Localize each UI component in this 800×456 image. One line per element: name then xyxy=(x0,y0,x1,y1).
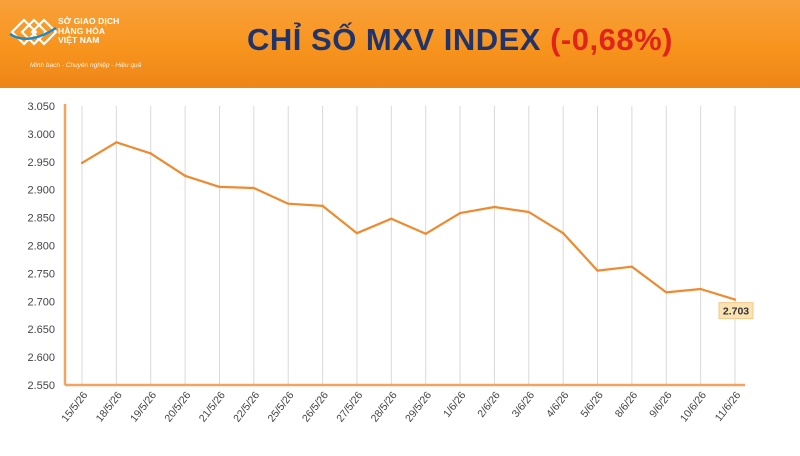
x-tick-label: 4/6/26 xyxy=(544,389,572,420)
data-point xyxy=(115,141,118,144)
x-tick-label: 26/5/26 xyxy=(300,389,331,424)
y-tick-label: 3.050 xyxy=(27,101,55,113)
y-tick-label: 2.950 xyxy=(27,157,55,169)
data-point xyxy=(355,232,359,235)
title-main: CHỈ SỐ MXV INDEX xyxy=(247,22,541,57)
y-tick-label: 2.650 xyxy=(27,324,55,336)
x-tick-label: 22/5/26 xyxy=(231,389,262,424)
y-tick-label: 2.600 xyxy=(27,352,55,364)
chart-series xyxy=(80,141,737,301)
chart-container: 2.550 2.600 2.650 2.700 2.750 2.800 2.850 2.900… xyxy=(0,88,800,451)
data-point xyxy=(493,205,496,209)
data-point xyxy=(218,185,221,189)
data-point xyxy=(699,287,702,291)
x-tick-label: 8/6/26 xyxy=(613,389,641,420)
x-tick-label: 29/5/26 xyxy=(403,389,434,424)
logo-line-3: VIỆT NAM xyxy=(58,35,100,45)
data-point xyxy=(630,265,634,268)
x-tick-label: 27/5/26 xyxy=(334,389,365,424)
series-line xyxy=(81,141,736,301)
x-tick-label: 11/6/26 xyxy=(713,389,744,424)
x-tick-label: 9/6/26 xyxy=(647,389,675,420)
x-tick-label: 19/5/26 xyxy=(128,389,159,424)
y-tick-label: 3.000 xyxy=(27,129,55,141)
logo-tagline: Minh bạch - Chuyên nghiệp - Hiệu quả xyxy=(30,62,142,69)
data-point xyxy=(252,186,256,190)
data-point xyxy=(80,161,84,165)
data-point xyxy=(665,291,668,294)
x-tick-label: 18/5/26 xyxy=(94,389,125,424)
data-point xyxy=(424,232,427,235)
chart-data-labels: 2.703 xyxy=(718,302,754,320)
y-tick-label: 2.700 xyxy=(27,296,55,308)
data-point xyxy=(183,174,187,177)
x-tick-label: 25/5/26 xyxy=(266,389,297,424)
x-tick-label: 15/5/26 xyxy=(59,389,90,424)
data-point xyxy=(321,204,324,208)
logo-line-2: HÀNG HÓA xyxy=(58,25,106,36)
y-tick-label: 2.800 xyxy=(27,241,55,253)
chart-axes xyxy=(63,104,745,387)
data-point xyxy=(561,232,565,235)
y-axis-ticks: 2.550 2.600 2.650 2.700 2.750 2.800 2.850 2.900… xyxy=(27,101,55,392)
data-point xyxy=(287,202,290,205)
x-tick-label: 20/5/26 xyxy=(162,389,193,424)
mxv-logo: SỞ GIAO DỊCH HÀNG HÓA VIỆT NAM Minh bạch… xyxy=(8,10,158,76)
last-value-badge xyxy=(718,302,754,320)
last-value-label: 2.703 xyxy=(718,302,754,320)
data-point xyxy=(390,217,393,220)
chart-gridlines xyxy=(81,106,736,385)
data-point xyxy=(527,210,530,214)
y-tick-label: 2.900 xyxy=(27,185,55,197)
page-title: CHỈ SỐ MXV INDEX (-0,68%) xyxy=(200,22,720,58)
x-tick-label: 3/6/26 xyxy=(510,389,538,420)
x-tick-label: 2/6/26 xyxy=(475,389,503,420)
data-point xyxy=(149,152,152,155)
logo-line-1: SỞ GIAO DỊCH xyxy=(58,16,120,26)
x-tick-label: 21/5/26 xyxy=(197,389,228,424)
x-tick-label: 5/6/26 xyxy=(578,389,606,420)
y-tick-label: 2.750 xyxy=(27,268,55,280)
data-point xyxy=(458,211,462,215)
data-point xyxy=(733,298,737,301)
x-tick-label: 28/5/26 xyxy=(369,389,400,424)
x-tick-label: 1/6/26 xyxy=(441,389,469,420)
last-value-text: 2.703 xyxy=(723,306,749,318)
data-point xyxy=(596,269,599,272)
line-chart: 2.550 2.600 2.650 2.700 2.750 2.800 2.850 2.900… xyxy=(27,101,754,424)
title-change: (-0,68%) xyxy=(550,22,673,57)
x-axis-ticks: 15/5/26 18/5/26 19/5/26 20/5/26 21/5/26 22/5/… xyxy=(59,389,743,424)
y-tick-label: 2.850 xyxy=(27,213,55,225)
y-tick-label: 2.550 xyxy=(27,380,55,392)
x-tick-label: 10/6/26 xyxy=(678,389,709,424)
logo-org-name: SỞ GIAO DỊCH HÀNG HÓA VIỆT NAM xyxy=(58,16,120,46)
header-banner: SỞ GIAO DỊCH HÀNG HÓA VIỆT NAM Minh bạch… xyxy=(0,0,800,88)
logo-mark-icon xyxy=(9,18,58,46)
